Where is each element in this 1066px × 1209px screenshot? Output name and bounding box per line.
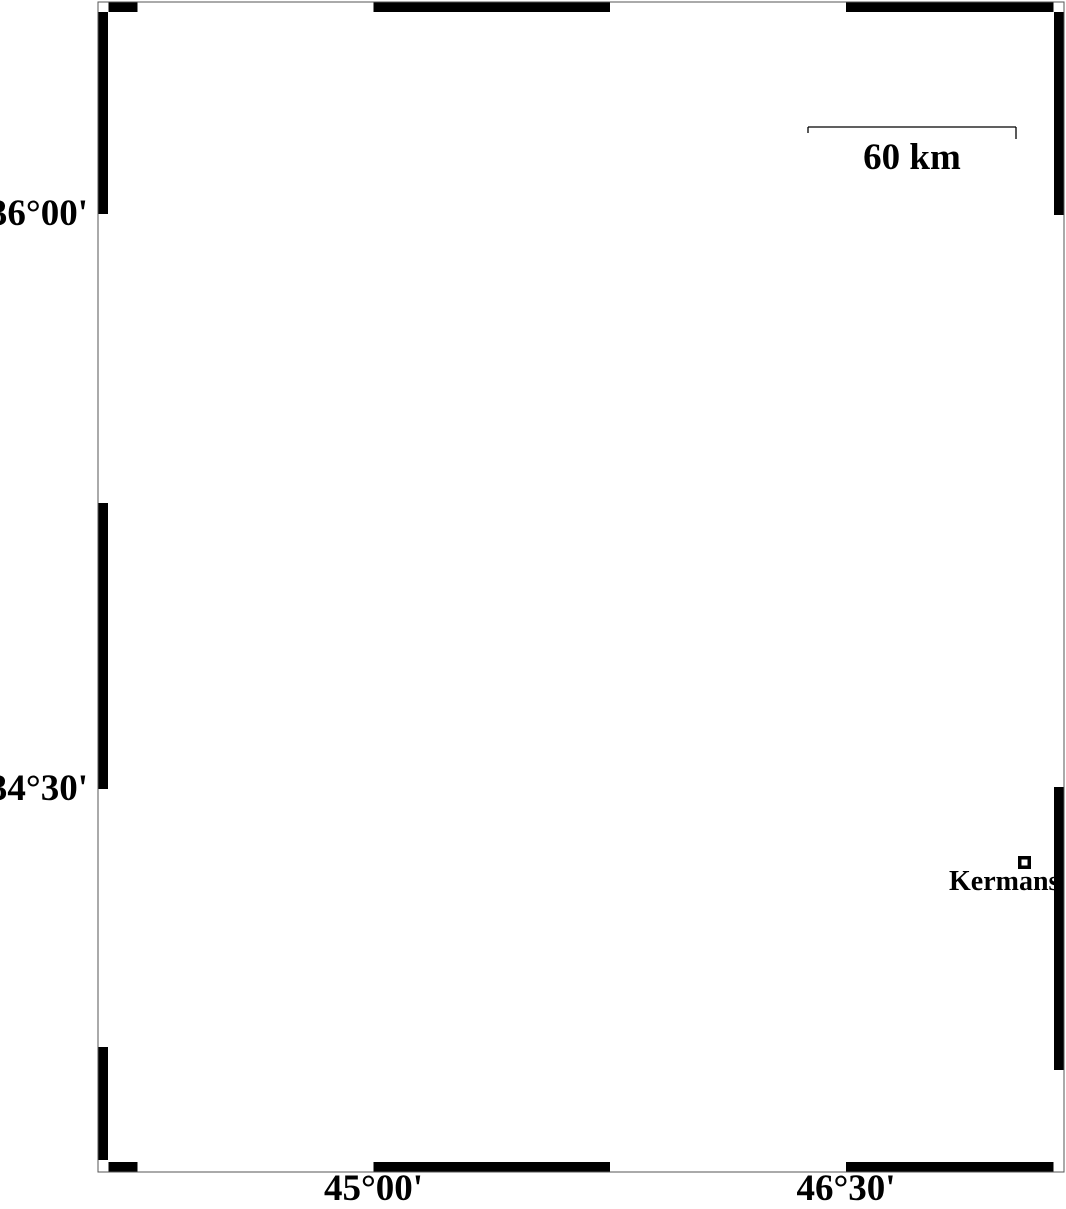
svg-text:46°30': 46°30': [796, 1168, 895, 1209]
svg-text:45°00': 45°00': [324, 1168, 423, 1209]
svg-text:Kermans: Kermans: [949, 866, 1060, 897]
svg-text:60 km: 60 km: [863, 137, 961, 178]
svg-text:34°30': 34°30': [0, 768, 88, 809]
svg-text:36°00': 36°00': [0, 193, 88, 234]
